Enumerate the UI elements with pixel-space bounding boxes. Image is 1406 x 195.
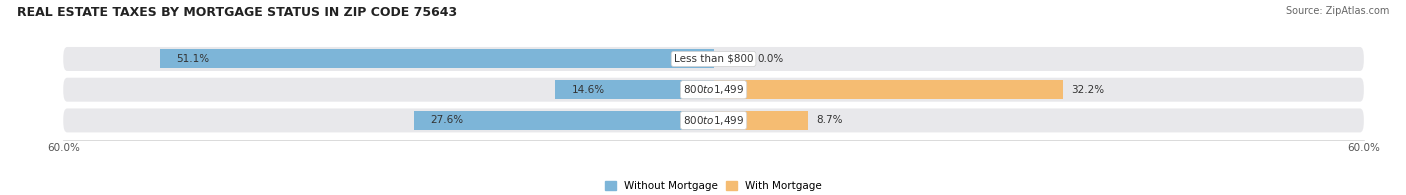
FancyBboxPatch shape [63, 108, 1364, 132]
FancyBboxPatch shape [63, 78, 1364, 102]
FancyBboxPatch shape [63, 47, 1364, 71]
Legend: Without Mortgage, With Mortgage: Without Mortgage, With Mortgage [606, 181, 821, 191]
Text: 32.2%: 32.2% [1071, 85, 1104, 95]
Text: 51.1%: 51.1% [176, 54, 209, 64]
Bar [713, 80, 1063, 99]
Text: $800 to $1,499: $800 to $1,499 [683, 114, 744, 127]
Bar [160, 50, 713, 68]
Bar [555, 80, 713, 99]
Bar [415, 111, 713, 130]
Text: Less than $800: Less than $800 [673, 54, 754, 64]
Text: 8.7%: 8.7% [817, 115, 844, 125]
Text: Source: ZipAtlas.com: Source: ZipAtlas.com [1285, 6, 1389, 16]
Text: 0.0%: 0.0% [756, 54, 783, 64]
Bar [713, 111, 808, 130]
Text: REAL ESTATE TAXES BY MORTGAGE STATUS IN ZIP CODE 75643: REAL ESTATE TAXES BY MORTGAGE STATUS IN … [17, 6, 457, 19]
Text: $800 to $1,499: $800 to $1,499 [683, 83, 744, 96]
Text: 27.6%: 27.6% [430, 115, 464, 125]
Text: 14.6%: 14.6% [572, 85, 605, 95]
